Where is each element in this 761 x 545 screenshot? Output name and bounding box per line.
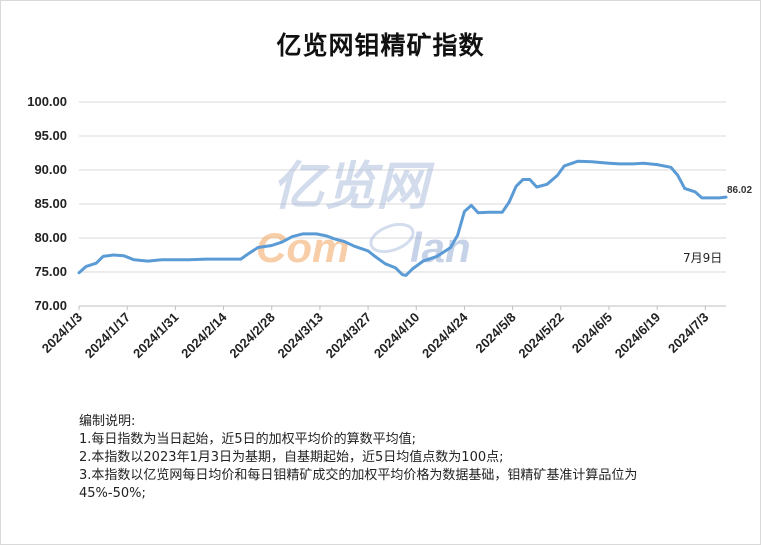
notes-item-2: 2.本指数以2023年1月3日为基期，自基期起始，近5日均值点数为100点;: [79, 450, 504, 465]
data-labels: 86.02: [727, 185, 752, 196]
x-tick-label: 2024/1/3: [39, 310, 85, 356]
y-tick-label: 75.00: [34, 264, 67, 279]
chart-title: 亿览网钼精矿指数: [276, 31, 485, 60]
x-tick-label: 2024/4/24: [419, 309, 471, 361]
x-axis: 2024/1/32024/1/172024/1/312024/2/142024/…: [39, 306, 711, 362]
notes-heading: 编制说明:: [79, 414, 136, 429]
y-tick-label: 70.00: [34, 298, 67, 313]
y-tick-label: 90.00: [34, 162, 67, 177]
x-tick-label: 2024/2/28: [226, 310, 278, 362]
series-line: [77, 159, 728, 277]
y-tick-label: 80.00: [34, 230, 67, 245]
x-tick-label: 2024/1/31: [130, 310, 182, 362]
notes-item-3: 3.本指数以亿览网每日均价和每日钼精矿成交的加权平均价格为数据基础，钼精矿基准计…: [79, 468, 638, 501]
series-layer: [77, 159, 728, 277]
x-tick-label: 2024/1/17: [82, 310, 134, 362]
watermark-e-logo: [369, 222, 415, 254]
notes-block: 编制说明: 1.每日指数为当日起始，近5日的加权平均价的算数平均值; 2.本指数…: [79, 413, 699, 503]
y-tick-label: 95.00: [34, 128, 67, 143]
data-label: 86.02: [727, 185, 752, 196]
y-tick-label: 100.00: [27, 94, 67, 109]
y-tick-label: 85.00: [34, 196, 67, 211]
gridlines: [79, 101, 726, 273]
x-tick-label: 2024/2/14: [178, 309, 230, 361]
x-tick-label: 2024/5/8: [472, 310, 518, 356]
x-tick-label: 2024/7/3: [665, 310, 711, 356]
x-tick-label: 2024/6/5: [569, 310, 615, 356]
x-tick-label: 2024/4/10: [371, 310, 423, 362]
watermark-com-text: Com: [256, 224, 349, 271]
x-tick-label: 2024/6/19: [612, 310, 664, 362]
watermark-cn-text: 亿览网: [272, 157, 435, 217]
watermark: 亿览网 Com lan: [256, 157, 471, 271]
date-annotation: 7月9日: [683, 251, 722, 265]
x-tick-label: 2024/3/13: [275, 310, 327, 362]
y-axis: 70.00 75.00 80.00 85.00 90.00 95.00 100.00: [27, 94, 67, 313]
x-tick-label: 2024/3/27: [323, 310, 375, 362]
notes-item-1: 1.每日指数为当日起始，近5日的加权平均价的算数平均值;: [79, 432, 417, 447]
x-tick-label: 2024/5/22: [515, 310, 567, 362]
